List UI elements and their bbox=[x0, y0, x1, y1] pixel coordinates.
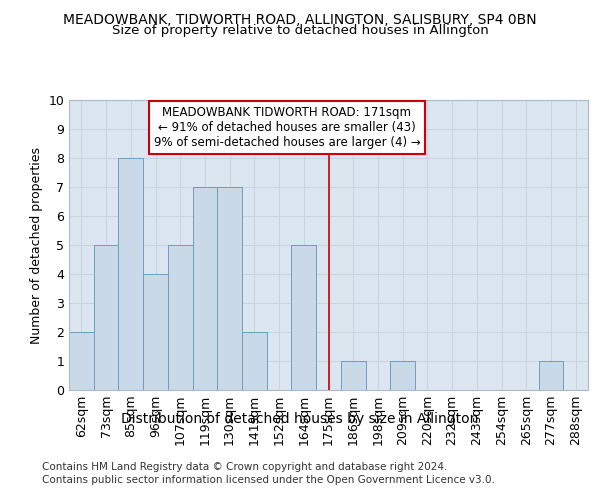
Text: Distribution of detached houses by size in Allington: Distribution of detached houses by size … bbox=[121, 412, 479, 426]
Text: MEADOWBANK, TIDWORTH ROAD, ALLINGTON, SALISBURY, SP4 0BN: MEADOWBANK, TIDWORTH ROAD, ALLINGTON, SA… bbox=[63, 12, 537, 26]
Text: Contains public sector information licensed under the Open Government Licence v3: Contains public sector information licen… bbox=[42, 475, 495, 485]
Y-axis label: Number of detached properties: Number of detached properties bbox=[30, 146, 43, 344]
Bar bbox=[242, 332, 267, 390]
Text: Contains HM Land Registry data © Crown copyright and database right 2024.: Contains HM Land Registry data © Crown c… bbox=[42, 462, 448, 472]
Text: MEADOWBANK TIDWORTH ROAD: 171sqm
← 91% of detached houses are smaller (43)
9% of: MEADOWBANK TIDWORTH ROAD: 171sqm ← 91% o… bbox=[154, 106, 421, 149]
Bar bbox=[168, 245, 193, 390]
Bar bbox=[217, 187, 242, 390]
Bar bbox=[94, 245, 118, 390]
Bar bbox=[539, 361, 563, 390]
Text: Size of property relative to detached houses in Allington: Size of property relative to detached ho… bbox=[112, 24, 488, 37]
Bar bbox=[118, 158, 143, 390]
Bar bbox=[143, 274, 168, 390]
Bar bbox=[69, 332, 94, 390]
Bar bbox=[193, 187, 217, 390]
Bar bbox=[390, 361, 415, 390]
Bar bbox=[341, 361, 365, 390]
Bar bbox=[292, 245, 316, 390]
